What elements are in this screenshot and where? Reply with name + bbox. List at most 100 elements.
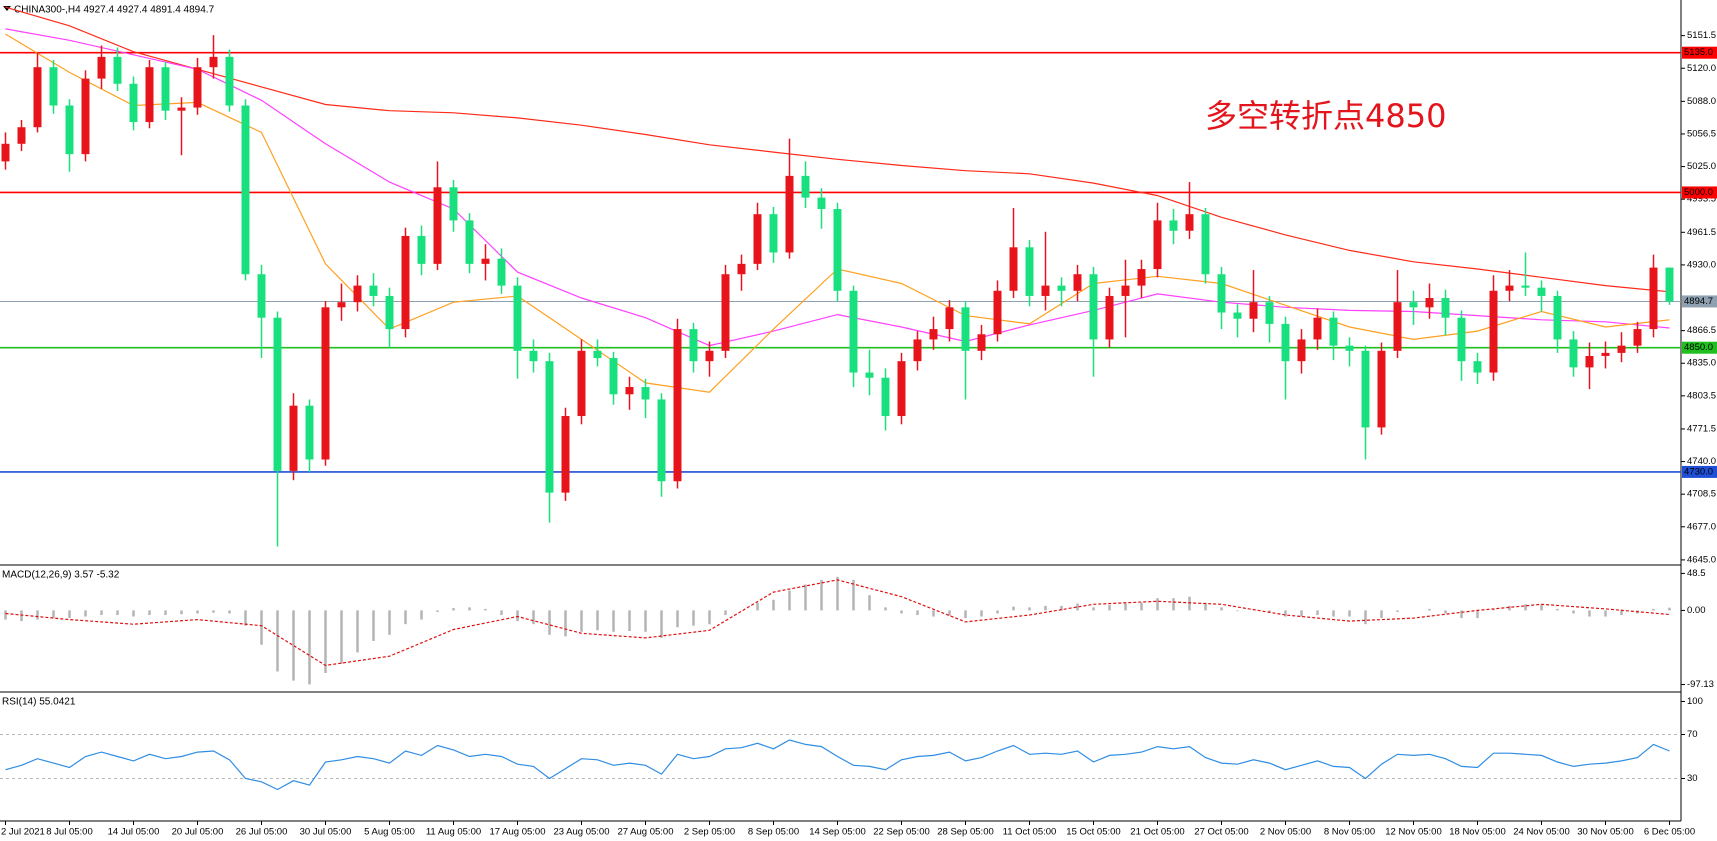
- price-level-box: [1682, 465, 1717, 478]
- y-tick-label: 4677.0: [1687, 521, 1716, 532]
- candle-body: [1185, 214, 1194, 231]
- price-level-label: 4894.7: [1684, 296, 1713, 307]
- candle-body: [577, 350, 586, 417]
- candle-body: [1121, 285, 1130, 296]
- candle-body: [1665, 267, 1674, 302]
- candle-body: [209, 56, 218, 68]
- y-tick-label: -97.13: [1687, 679, 1714, 690]
- candle-body: [1057, 285, 1066, 291]
- x-tick-label: 23 Aug 05:00: [554, 827, 610, 838]
- price-level-label: 4850.0: [1684, 342, 1713, 353]
- candle-body: [1649, 267, 1658, 330]
- y-tick-label: 48.5: [1687, 568, 1706, 579]
- price-level-box: [1682, 295, 1717, 308]
- x-tick-label: 8 Sep 05:00: [748, 827, 799, 838]
- candle-body: [1521, 285, 1530, 288]
- candle-body: [849, 290, 858, 373]
- x-tick-label: 15 Oct 05:00: [1066, 827, 1120, 838]
- candle-body: [1617, 345, 1626, 353]
- x-tick-label: 11 Oct 05:00: [1003, 827, 1057, 838]
- y-tick-label: 4835.0: [1687, 358, 1716, 369]
- candle-body: [113, 56, 122, 84]
- candle-body: [449, 187, 458, 221]
- candle-body: [625, 387, 634, 395]
- candle-body: [1569, 339, 1578, 368]
- x-tick-label: 5 Aug 05:00: [364, 827, 415, 838]
- candle-body: [145, 67, 154, 123]
- candle-body: [1105, 295, 1114, 340]
- candle-body: [561, 416, 570, 493]
- x-tick-label: 14 Jul 05:00: [108, 827, 160, 838]
- candle-body: [1441, 298, 1450, 318]
- candle-body: [1489, 290, 1498, 373]
- annotation: 多空转折点4850: [1205, 97, 1446, 135]
- x-tick-label: 27 Aug 05:00: [618, 827, 674, 838]
- candle-body: [1025, 247, 1034, 296]
- x-tick-label: 2 Nov 05:00: [1260, 827, 1311, 838]
- candle-body: [753, 214, 762, 264]
- candle-body: [1505, 285, 1514, 291]
- candle-body: [1265, 302, 1274, 324]
- candle-body: [225, 56, 234, 106]
- candle-body: [801, 175, 810, 198]
- candle-body: [961, 307, 970, 351]
- y-tick-label: 4740.0: [1687, 456, 1716, 467]
- y-tick-label: 4961.5: [1687, 227, 1716, 238]
- price-level-label: 4730.0: [1684, 466, 1713, 477]
- macd-title: MACD(12,26,9) 3.57 -5.32: [2, 570, 120, 581]
- candle-body: [241, 105, 250, 275]
- candle-body: [673, 329, 682, 482]
- candle-body: [609, 358, 618, 395]
- candle-body: [465, 220, 474, 264]
- candle-body: [289, 405, 298, 471]
- candle-body: [513, 285, 522, 351]
- price-level-box: [1682, 46, 1717, 59]
- candle-body: [1457, 317, 1466, 362]
- candle-body: [257, 274, 266, 318]
- candle-body: [833, 209, 842, 291]
- candle-body: [785, 175, 794, 253]
- x-tick-label: 28 Sep 05:00: [937, 827, 994, 838]
- candle-body: [1041, 285, 1050, 296]
- candle-body: [817, 197, 826, 210]
- macd-signal: [5, 579, 1670, 667]
- y-tick-label: 4771.5: [1687, 423, 1716, 434]
- candle-body: [1297, 339, 1306, 362]
- candle-body: [913, 339, 922, 362]
- candle-body: [97, 56, 106, 79]
- candle-body: [593, 350, 602, 359]
- candle-body: [769, 214, 778, 253]
- candle-body: [1169, 220, 1178, 231]
- candle-body: [17, 127, 26, 144]
- x-tick-label: 11 Aug 05:00: [426, 827, 481, 838]
- candle-body: [545, 361, 554, 493]
- x-tick-label: 8 Nov 05:00: [1324, 827, 1375, 838]
- x-tick-label: 8 Jul 05:00: [46, 827, 92, 838]
- candle-body: [1137, 269, 1146, 286]
- candle-body: [33, 67, 42, 128]
- candle-body: [1585, 355, 1594, 368]
- candle-body: [1089, 274, 1098, 340]
- candle-body: [497, 258, 506, 286]
- x-tick-label: 30 Jul 05:00: [300, 827, 352, 838]
- candle-body: [1, 143, 10, 162]
- y-tick-label: 4803.5: [1687, 390, 1716, 401]
- y-tick-label: 70: [1687, 729, 1698, 740]
- candle-body: [1377, 350, 1386, 428]
- candle-body: [161, 67, 170, 111]
- candle-body: [1009, 247, 1018, 291]
- price-level-label: 5000.0: [1684, 187, 1713, 198]
- symbol-marker: [3, 6, 11, 11]
- candle-body: [1473, 361, 1482, 373]
- candle-body: [705, 350, 714, 362]
- y-tick-label: 4708.5: [1687, 489, 1716, 500]
- candle-body: [401, 235, 410, 330]
- candle-body: [65, 105, 74, 155]
- candle-body: [1153, 220, 1162, 270]
- x-tick-label: 2 Sep 05:00: [684, 827, 735, 838]
- y-tick-label: 4866.5: [1687, 325, 1716, 336]
- candle-body: [1409, 302, 1418, 308]
- candle-body: [353, 285, 362, 303]
